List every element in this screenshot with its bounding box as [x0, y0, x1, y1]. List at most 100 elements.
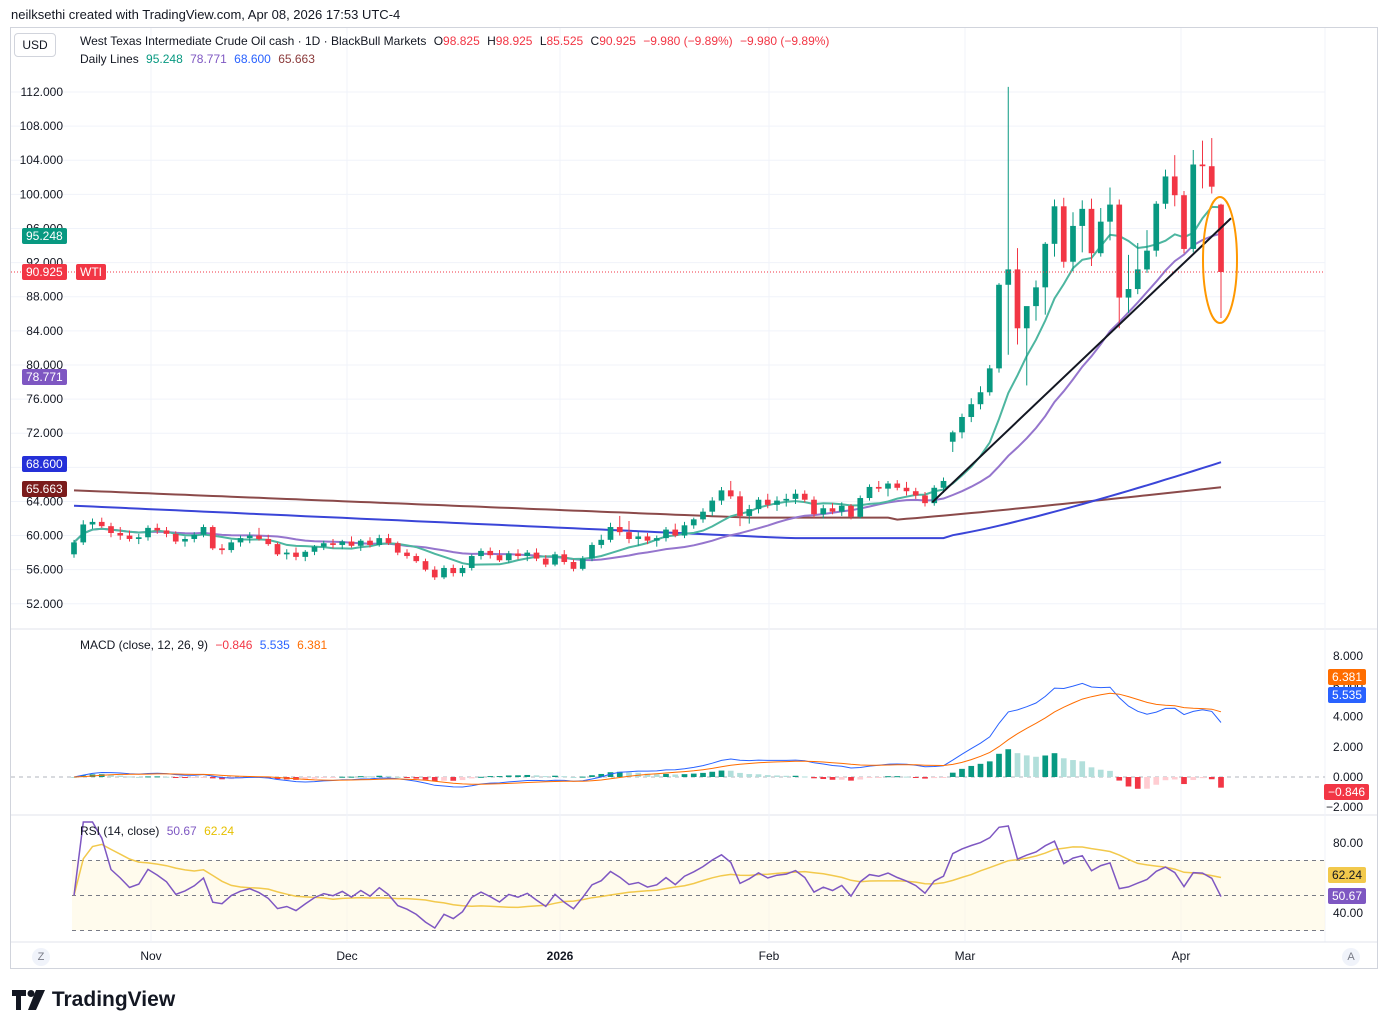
macd-hist-bar [145, 776, 151, 778]
symbol-title[interactable]: West Texas Intermediate Crude Oil cash ·… [80, 34, 427, 48]
auto-scale-button[interactable]: A [1342, 948, 1360, 966]
macd-hist-bar [894, 776, 901, 778]
price-axis-label: 112.000 [21, 85, 64, 99]
candle-body [1181, 195, 1187, 249]
candle-body [727, 490, 734, 497]
symbol-legend[interactable]: West Texas Intermediate Crude Oil cash ·… [80, 34, 829, 48]
ma-legend[interactable]: Daily Lines 95.248 78.771 68.600 65.663 [80, 52, 315, 66]
macd-hist-bar [422, 777, 429, 780]
candle-body [829, 508, 836, 512]
macd-hist-bar [126, 776, 133, 778]
macd-hist-bar [71, 777, 77, 778]
zoom-toggle-button[interactable]: Z [32, 948, 50, 966]
candle-body [959, 416, 965, 433]
candle-body [117, 533, 124, 536]
candle-body [653, 538, 660, 541]
price-axis-label: 84.000 [26, 324, 63, 338]
macd-axis-label: 2.000 [1333, 740, 1363, 754]
macd-hist-bar [1014, 753, 1021, 777]
macd-hist-bar [1153, 777, 1160, 785]
candle-body [1107, 204, 1113, 222]
macd-hist-bar [1116, 777, 1123, 781]
candle-body [209, 527, 216, 549]
candle-body [783, 498, 790, 501]
candle-body [598, 539, 605, 545]
candle-body [108, 526, 114, 534]
candle-body [154, 527, 161, 531]
price-axis-label: 64.000 [26, 494, 63, 508]
candle-body [1171, 176, 1178, 196]
candle-body [533, 552, 540, 559]
macd-hist-bar [1033, 756, 1039, 777]
candle-body [672, 529, 679, 536]
candle-body [1125, 289, 1132, 298]
close-value: 90.925 [599, 34, 636, 48]
daily-lines-label[interactable]: Daily Lines [80, 52, 139, 66]
macd-tag: 5.535 [1328, 687, 1367, 703]
macd-hist-bar [996, 753, 1002, 777]
candle-body [635, 536, 642, 539]
price-axis-label: 52.000 [26, 597, 63, 611]
rsi-legend[interactable]: RSI (14, close) 50.67 62.24 [80, 824, 234, 838]
macd-hist-bar [579, 776, 586, 778]
macd-hist-bar [135, 776, 142, 778]
candle-body [505, 553, 512, 561]
footer-brand: TradingView [51, 988, 176, 1011]
candle-body [320, 543, 327, 547]
ma3-value: 68.600 [234, 52, 271, 66]
macd-hist-bar [320, 777, 327, 778]
candle-body [1005, 269, 1012, 285]
macd-hist-bar [949, 772, 956, 777]
candle-body [394, 543, 401, 553]
time-axis-label: Apr [1172, 949, 1191, 963]
candle-body [774, 500, 780, 505]
macd-hist-bar [885, 776, 891, 778]
macd-hist-bar [774, 775, 780, 777]
candle-body [98, 521, 105, 527]
currency-button[interactable]: USD [14, 33, 56, 57]
trendline [931, 217, 1232, 504]
candle-body [367, 540, 373, 545]
candle-body [1162, 176, 1169, 204]
candle-body [922, 495, 928, 504]
macd-hist-bar [339, 776, 346, 778]
rsi-value: 50.67 [166, 824, 197, 838]
candle-body [977, 392, 984, 405]
candle-body [339, 541, 346, 545]
macd-hist-bar [718, 770, 725, 777]
macd-hist-bar [737, 772, 743, 777]
price-axis-label: 108.000 [20, 119, 64, 133]
macd-hist-bar [755, 774, 762, 777]
macd-hist-bar [394, 776, 401, 778]
rsi-title[interactable]: RSI (14, close) [80, 824, 160, 838]
macd-title[interactable]: MACD (close, 12, 26, 9) [80, 638, 209, 652]
candle-body [431, 569, 438, 578]
macd-hist-bar [681, 774, 688, 777]
macd-hist-bar [626, 772, 632, 777]
macd-hist-bar [875, 777, 882, 778]
price-axis-label: 88.000 [26, 290, 63, 304]
candle-body [1208, 166, 1215, 187]
change-value-2: −9.980 (−9.89%) [740, 34, 830, 48]
macd-hist-bar [968, 765, 975, 777]
macd-hist-bar [108, 774, 114, 777]
macd-legend[interactable]: MACD (close, 12, 26, 9) −0.846 5.535 6.3… [80, 638, 327, 652]
candle-body [746, 509, 753, 516]
rsi-ma-tag: 62.24 [1328, 867, 1367, 883]
macd-hist-bar [1218, 777, 1224, 788]
macd-hist-bar [404, 777, 410, 778]
macd-hist-bar [367, 776, 373, 778]
macd-hist-bar [672, 774, 679, 777]
macd-hist-bar [209, 777, 216, 779]
candle-body [1134, 269, 1141, 290]
chart-frame[interactable] [10, 27, 1378, 969]
candle-body [1033, 287, 1039, 307]
candle-body [1153, 203, 1160, 251]
rsi-tag: 50.67 [1328, 888, 1367, 904]
macd-hist-bar [385, 775, 392, 777]
ma1-line [73, 205, 1222, 566]
macd-hist-bar [163, 776, 170, 778]
open-value: 98.825 [443, 34, 480, 48]
macd-hist-bar [561, 776, 568, 778]
